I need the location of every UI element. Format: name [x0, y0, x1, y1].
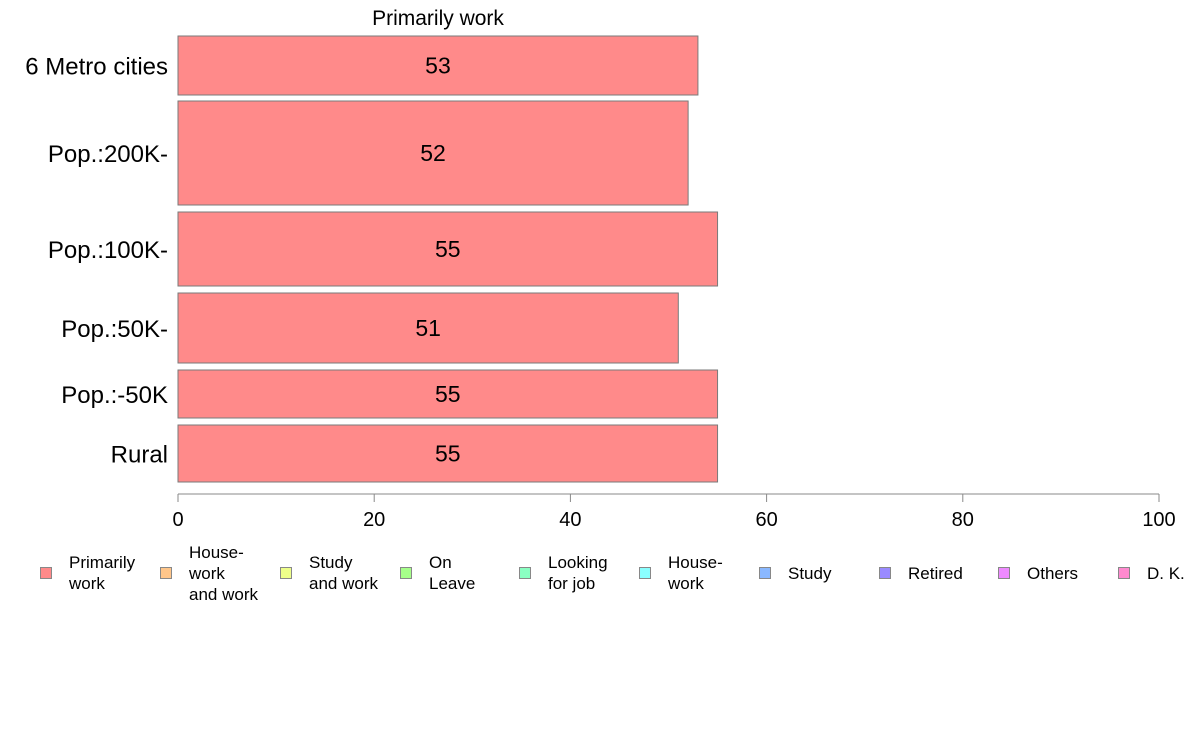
legend-swatch-6 — [759, 567, 771, 579]
legend-item-2: Study and work — [280, 540, 378, 594]
legend-label-5: House- work — [668, 553, 723, 593]
x-axis: 0 20 40 60 80 100 — [172, 493, 1176, 531]
legend-swatch-8 — [998, 567, 1010, 579]
legend-label-0: Primarily work — [69, 553, 136, 593]
legend-label-2: Study and work — [309, 553, 378, 593]
bar-1 — [177, 100, 689, 206]
category-label-2: Pop.:100K- — [48, 237, 168, 264]
category-label-3: Pop.:50K- — [61, 316, 168, 343]
data-label-3: 51 — [415, 315, 441, 341]
legend-label-7: Retired — [908, 564, 963, 583]
category-label-1: Pop.:200K- — [48, 141, 168, 168]
bar-4 — [177, 369, 719, 419]
bar-2 — [177, 211, 719, 287]
x-tick-label-4: 80 — [952, 509, 974, 531]
legend-item-9: D. K. — [1118, 540, 1185, 584]
legend-label-6: Study — [788, 564, 832, 583]
bar-3 — [177, 292, 679, 364]
legend-item-7: Retired — [879, 540, 963, 584]
legend-label-1: House- work and work — [189, 543, 258, 604]
x-tick-label-2: 40 — [559, 509, 581, 531]
legend-label-3: On Leave — [429, 553, 476, 593]
legend-swatch-4 — [519, 567, 531, 579]
legend-swatch-7 — [879, 567, 891, 579]
legend-swatch-2 — [280, 567, 292, 579]
legend-item-1: House- work and work — [160, 540, 258, 605]
data-label-1: 52 — [420, 140, 446, 166]
legend-item-3: On Leave — [400, 540, 475, 594]
bars-layer: 53 6 Metro cities 52 Pop.:200K- 55 Pop.:100K-… — [25, 35, 719, 483]
data-label-4: 55 — [435, 381, 461, 407]
bar-chart: Primarily work 53 6 Metro cities 52 Pop.:20… — [25, 7, 1176, 531]
bar-5 — [177, 424, 719, 483]
legend-swatch-3 — [400, 567, 412, 579]
x-tick-label-1: 20 — [363, 509, 385, 531]
legend-swatch-5 — [639, 567, 651, 579]
legend-label-4: Looking for job — [548, 553, 608, 593]
x-tick-label-0: 0 — [172, 509, 183, 531]
legend-swatch-9 — [1118, 567, 1130, 579]
legend-label-8: Others — [1027, 564, 1079, 583]
category-label-4: Pop.:-50K — [61, 382, 168, 409]
data-label-5: 55 — [435, 441, 461, 467]
data-label-0: 53 — [425, 53, 451, 79]
legend-item-4: Looking for job — [519, 540, 608, 594]
legend-swatch-1 — [160, 567, 172, 579]
category-label-5: Rural — [111, 442, 168, 469]
legend-label-9: D. K. — [1147, 564, 1185, 583]
data-label-2: 55 — [435, 236, 461, 262]
legend: Primarily work House- work and work Study … — [0, 540, 1188, 610]
legend-item-6: Study — [759, 540, 831, 584]
legend-item-5: House- work — [639, 540, 723, 594]
chart-title: Primarily work — [372, 7, 504, 30]
x-tick-label-3: 60 — [755, 509, 777, 531]
category-label-0: 6 Metro cities — [25, 54, 168, 81]
legend-item-0: Primarily work — [40, 540, 135, 594]
x-tick-label-5: 100 — [1142, 509, 1175, 531]
bar-0 — [177, 35, 699, 96]
legend-swatch-0 — [40, 567, 52, 579]
legend-item-8: Others — [998, 540, 1078, 584]
